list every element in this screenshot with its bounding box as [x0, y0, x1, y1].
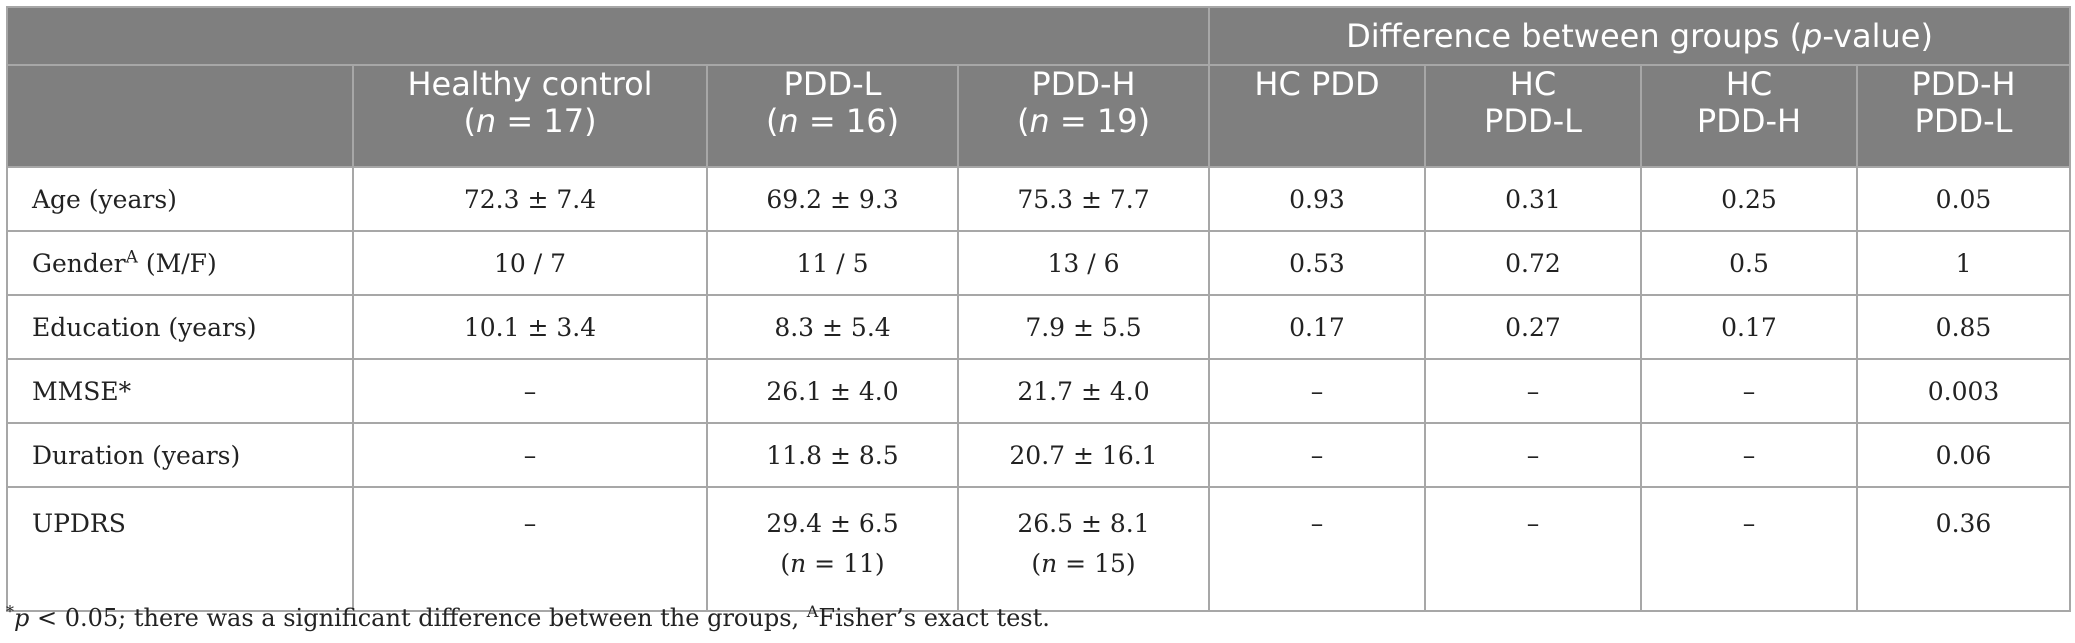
column-header-n: (n = 16) — [765, 102, 900, 140]
cell-pddh: 7.9 ± 5.5 — [957, 294, 1210, 360]
cell-p-pddh-pddl: 0.003 — [1855, 358, 2072, 424]
cell-value: 26.5 ± 8.1 — [1017, 509, 1150, 538]
table-row: Age (years) 72.3 ± 7.4 69.2 ± 9.3 75.3 ±… — [6, 166, 2072, 232]
cell-p-pddh-pddl: 0.85 — [1855, 294, 2072, 360]
column-header-hc-pddl: HC PDD-L — [1424, 64, 1642, 168]
cell-pddh: 20.7 ± 16.1 — [957, 422, 1210, 488]
cell-pddl: 11.8 ± 8.5 — [706, 422, 959, 488]
column-header-line: HC PDD — [1254, 65, 1380, 103]
row-label: UPDRS — [6, 486, 354, 612]
cell-p-hc-pddh: 0.25 — [1640, 166, 1858, 232]
row-label-text: Gender — [32, 248, 126, 278]
cell-subcount: (n = 15) — [1031, 549, 1136, 578]
footnote-text: Fisher’s exact test. — [818, 604, 1050, 632]
column-header-line: Healthy control — [407, 65, 653, 103]
column-header-n: (n = 17) — [463, 102, 597, 140]
table-row: Education (years) 10.1 ± 3.4 8.3 ± 5.4 7… — [6, 294, 2072, 360]
row-label-text: Duration (years) — [32, 440, 241, 470]
table-row: Duration (years) – 11.8 ± 8.5 20.7 ± 16.… — [6, 422, 2072, 488]
row-label: Duration (years) — [6, 422, 354, 488]
cell-pddh: 21.7 ± 4.0 — [957, 358, 1210, 424]
row-label: MMSE* — [6, 358, 354, 424]
cell-p-hc-pddh: 0.17 — [1640, 294, 1858, 360]
cell-p-hc-pdd: – — [1208, 358, 1426, 424]
column-header-line: PDD-H — [1696, 102, 1802, 140]
row-label-text: MMSE* — [32, 376, 132, 406]
cell-hc: – — [352, 486, 708, 612]
cell-p-pddh-pddl: 0.05 — [1855, 166, 2072, 232]
table-row: UPDRS – 29.4 ± 6.5 (n = 11) 26.5 ± 8.1 (n … — [6, 486, 2072, 612]
cell-p-hc-pddh: 0.5 — [1640, 230, 1858, 296]
cell-pddh: 13 / 6 — [957, 230, 1210, 296]
cell-hc: – — [352, 422, 708, 488]
cell-p-hc-pddl: 0.31 — [1424, 166, 1642, 232]
column-header-line: PDD-H — [1031, 65, 1136, 103]
column-header-pddh-pddl: PDD-H PDD-L — [1855, 64, 2072, 168]
column-header-hc: Healthy control (n = 17) — [352, 64, 708, 168]
group-title: Difference between groups (p-value) — [1207, 6, 2072, 66]
cell-pddh: 75.3 ± 7.7 — [957, 166, 1210, 232]
cell-p-hc-pddl: 0.27 — [1424, 294, 1642, 360]
table-footnote: *p < 0.05; there was a significant diffe… — [6, 602, 1050, 633]
column-header-hc-pddh: HC PDD-H — [1640, 64, 1858, 168]
footnote-superscript: A — [806, 602, 819, 621]
footnote-star: * — [6, 602, 14, 621]
column-header-line: PDD-L — [1914, 102, 2013, 140]
column-header-pddl: PDD-L (n = 16) — [706, 64, 959, 168]
row-label: Age (years) — [6, 166, 354, 232]
row-label: GenderA (M/F) — [6, 230, 354, 296]
column-header-line: HC — [1725, 65, 1773, 103]
cell-p-hc-pdd: 0.17 — [1208, 294, 1426, 360]
column-header-n: (n = 19) — [1016, 102, 1151, 140]
column-header-variable — [6, 64, 354, 168]
header-row-columns: Healthy control (n = 17) PDD-L (n = 16) PD… — [6, 64, 2072, 168]
cell-pddl: 29.4 ± 6.5 (n = 11) — [706, 486, 959, 612]
header-row-group: Difference between groups (p-value) — [6, 6, 2072, 66]
cell-p-hc-pdd: – — [1208, 486, 1426, 612]
cell-p-hc-pdd: – — [1208, 422, 1426, 488]
cell-pddl: 11 / 5 — [706, 230, 959, 296]
cell-p-hc-pddh: – — [1640, 422, 1858, 488]
cell-pddl: 8.3 ± 5.4 — [706, 294, 959, 360]
table-wrapper: Difference between groups (p-value) Heal… — [6, 6, 2072, 612]
table-row: MMSE* – 26.1 ± 4.0 21.7 ± 4.0 – – – 0.00… — [6, 358, 2072, 424]
cell-p-hc-pddh: – — [1640, 358, 1858, 424]
cell-subcount: (n = 11) — [780, 549, 885, 578]
cell-p-hc-pddl: – — [1424, 422, 1642, 488]
demographics-table: Difference between groups (p-value) Heal… — [6, 6, 2072, 612]
row-label-text: UPDRS — [32, 509, 126, 538]
cell-hc: 10 / 7 — [352, 230, 708, 296]
cell-value: 29.4 ± 6.5 — [766, 509, 899, 538]
cell-p-hc-pddl: – — [1424, 358, 1642, 424]
column-header-line: PDD-L — [783, 65, 882, 103]
column-header-hc-pdd: HC PDD — [1208, 64, 1426, 168]
cell-p-hc-pddl: 0.72 — [1424, 230, 1642, 296]
row-label-text: Education (years) — [32, 312, 257, 342]
column-header-line: PDD-H — [1911, 65, 2016, 103]
cell-pddh: 26.5 ± 8.1 (n = 15) — [957, 486, 1210, 612]
row-label-suffix: (M/F) — [137, 248, 217, 278]
column-header-line: HC — [1509, 65, 1557, 103]
cell-pddl: 26.1 ± 4.0 — [706, 358, 959, 424]
column-header-line: PDD-L — [1484, 102, 1582, 140]
cell-p-hc-pdd: 0.93 — [1208, 166, 1426, 232]
cell-p-pddh-pddl: 1 — [1855, 230, 2072, 296]
cell-hc: 10.1 ± 3.4 — [352, 294, 708, 360]
row-label-text: Age (years) — [32, 184, 177, 214]
cell-p-pddh-pddl: 0.06 — [1855, 422, 2072, 488]
table-row: GenderA (M/F) 10 / 7 11 / 5 13 / 6 0.53 … — [6, 230, 2072, 296]
cell-hc: 72.3 ± 7.4 — [352, 166, 708, 232]
row-label: Education (years) — [6, 294, 354, 360]
cell-p-hc-pdd: 0.53 — [1208, 230, 1426, 296]
column-header-pddh: PDD-H (n = 19) — [957, 64, 1210, 168]
cell-pddl: 69.2 ± 9.3 — [706, 166, 959, 232]
cell-p-hc-pddl: – — [1424, 486, 1642, 612]
row-label-superscript: A — [125, 247, 138, 268]
header-blank-top — [6, 6, 1210, 66]
cell-hc: – — [352, 358, 708, 424]
cell-p-pddh-pddl: 0.36 — [1855, 486, 2072, 612]
cell-p-hc-pddh: – — [1640, 486, 1858, 612]
